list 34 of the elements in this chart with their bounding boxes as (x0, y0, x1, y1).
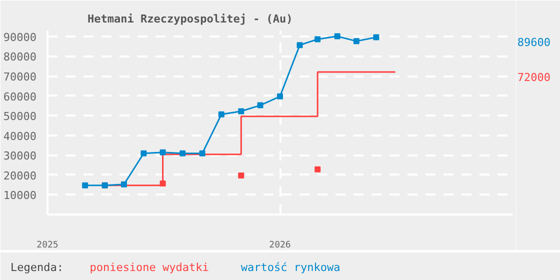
y-tick-label: 60000 (3, 90, 37, 104)
y-tick-label: 50000 (3, 110, 37, 124)
point (238, 172, 244, 179)
point (353, 38, 360, 44)
point (160, 180, 166, 186)
x-tick-label: 2026 (269, 240, 291, 250)
y-tick-label: 20000 (3, 169, 37, 182)
x-tick-label: 2025 (36, 240, 58, 250)
point (238, 108, 244, 114)
point (140, 150, 147, 156)
point (257, 102, 264, 108)
point (218, 111, 224, 118)
point (334, 33, 340, 40)
point (180, 150, 186, 156)
y-tick-label: 40000 (3, 130, 37, 143)
chart-title: Hetmani Rzeczypospolitej - (Au) (88, 12, 293, 26)
legend-title: Legenda: (10, 261, 64, 274)
text: poniesione wydatki (90, 261, 209, 274)
point (314, 36, 321, 42)
point (160, 149, 166, 156)
point (82, 182, 88, 188)
point (120, 181, 127, 188)
y-tick-label: 80000 (3, 50, 37, 64)
point (314, 166, 321, 172)
y-tick-label: 30000 (3, 150, 37, 163)
text: 72000 (517, 71, 551, 84)
text: 89600 (517, 36, 551, 50)
text: wartość rynkowa (240, 261, 340, 274)
y-tick-label: 10000 (3, 189, 37, 202)
y-tick-label: 70000 (3, 70, 37, 84)
point (199, 150, 206, 156)
point (373, 34, 380, 40)
y-tick-label: 90000 (3, 30, 37, 44)
point (296, 42, 303, 48)
